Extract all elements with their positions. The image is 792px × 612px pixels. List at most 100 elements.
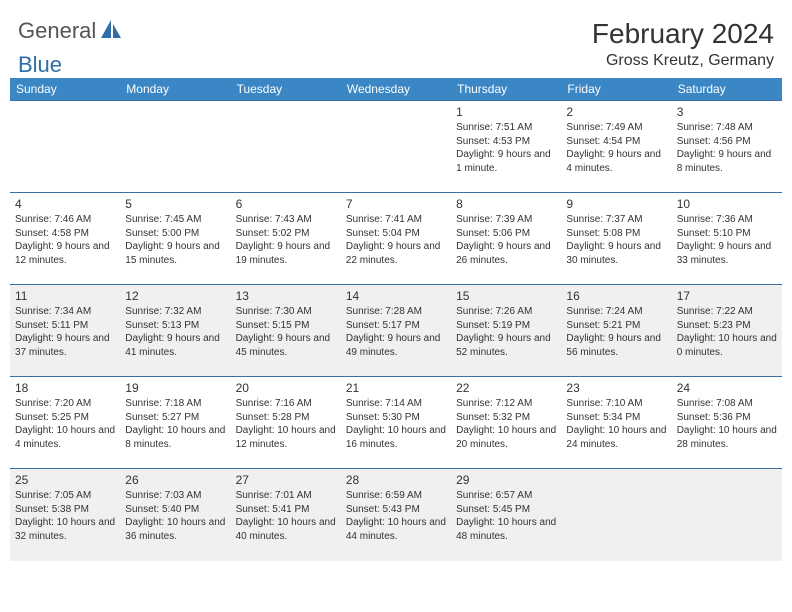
sunset-text: Sunset: 5:38 PM (15, 503, 115, 517)
sunset-text: Sunset: 5:43 PM (346, 503, 446, 517)
sunset-text: Sunset: 5:41 PM (236, 503, 336, 517)
calendar-cell: 10Sunrise: 7:36 AMSunset: 5:10 PMDayligh… (672, 193, 782, 285)
sunrise-text: Sunrise: 7:24 AM (566, 305, 666, 319)
sunset-text: Sunset: 5:13 PM (125, 319, 225, 333)
day-number: 17 (677, 288, 777, 304)
calendar-cell: 24Sunrise: 7:08 AMSunset: 5:36 PMDayligh… (672, 377, 782, 469)
month-title: February 2024 (592, 18, 774, 50)
calendar-cell: 5Sunrise: 7:45 AMSunset: 5:00 PMDaylight… (120, 193, 230, 285)
calendar-cell: 19Sunrise: 7:18 AMSunset: 5:27 PMDayligh… (120, 377, 230, 469)
daylight-text: Daylight: 10 hours and 32 minutes. (15, 516, 115, 543)
calendar-cell: 16Sunrise: 7:24 AMSunset: 5:21 PMDayligh… (561, 285, 671, 377)
sunrise-text: Sunrise: 7:03 AM (125, 489, 225, 503)
daylight-text: Daylight: 10 hours and 36 minutes. (125, 516, 225, 543)
sunrise-text: Sunrise: 7:16 AM (236, 397, 336, 411)
calendar-cell: 29Sunrise: 6:57 AMSunset: 5:45 PMDayligh… (451, 469, 561, 561)
calendar-row: 11Sunrise: 7:34 AMSunset: 5:11 PMDayligh… (10, 285, 782, 377)
daylight-text: Daylight: 9 hours and 33 minutes. (677, 240, 777, 267)
sunset-text: Sunset: 5:06 PM (456, 227, 556, 241)
sunrise-text: Sunrise: 7:20 AM (15, 397, 115, 411)
sunset-text: Sunset: 5:10 PM (677, 227, 777, 241)
daylight-text: Daylight: 9 hours and 1 minute. (456, 148, 556, 175)
logo-text-1: General (18, 18, 96, 44)
daylight-text: Daylight: 9 hours and 52 minutes. (456, 332, 556, 359)
sunset-text: Sunset: 4:54 PM (566, 135, 666, 149)
calendar-cell: 8Sunrise: 7:39 AMSunset: 5:06 PMDaylight… (451, 193, 561, 285)
day-header: Tuesday (231, 78, 341, 101)
sunrise-text: Sunrise: 7:28 AM (346, 305, 446, 319)
calendar-table: SundayMondayTuesdayWednesdayThursdayFrid… (10, 78, 782, 561)
day-number: 7 (346, 196, 446, 212)
sunset-text: Sunset: 5:08 PM (566, 227, 666, 241)
day-number: 3 (677, 104, 777, 120)
sunset-text: Sunset: 5:04 PM (346, 227, 446, 241)
sunset-text: Sunset: 5:19 PM (456, 319, 556, 333)
day-header: Sunday (10, 78, 120, 101)
sunrise-text: Sunrise: 7:18 AM (125, 397, 225, 411)
calendar-cell: 11Sunrise: 7:34 AMSunset: 5:11 PMDayligh… (10, 285, 120, 377)
sunrise-text: Sunrise: 7:45 AM (125, 213, 225, 227)
sunset-text: Sunset: 5:00 PM (125, 227, 225, 241)
sunrise-text: Sunrise: 7:36 AM (677, 213, 777, 227)
day-number: 14 (346, 288, 446, 304)
logo-text-2: Blue (18, 52, 62, 78)
daylight-text: Daylight: 9 hours and 41 minutes. (125, 332, 225, 359)
sunrise-text: Sunrise: 7:22 AM (677, 305, 777, 319)
day-number: 8 (456, 196, 556, 212)
day-number: 4 (15, 196, 115, 212)
calendar-cell (341, 101, 451, 193)
daylight-text: Daylight: 9 hours and 8 minutes. (677, 148, 777, 175)
sunset-text: Sunset: 5:27 PM (125, 411, 225, 425)
calendar-head: SundayMondayTuesdayWednesdayThursdayFrid… (10, 78, 782, 101)
calendar-cell: 6Sunrise: 7:43 AMSunset: 5:02 PMDaylight… (231, 193, 341, 285)
daylight-text: Daylight: 9 hours and 56 minutes. (566, 332, 666, 359)
daylight-text: Daylight: 9 hours and 15 minutes. (125, 240, 225, 267)
day-number: 10 (677, 196, 777, 212)
calendar-cell (672, 469, 782, 561)
sunrise-text: Sunrise: 7:12 AM (456, 397, 556, 411)
logo: General (18, 18, 125, 44)
daylight-text: Daylight: 10 hours and 16 minutes. (346, 424, 446, 451)
sunrise-text: Sunrise: 7:37 AM (566, 213, 666, 227)
calendar-row: 1Sunrise: 7:51 AMSunset: 4:53 PMDaylight… (10, 101, 782, 193)
sunset-text: Sunset: 5:28 PM (236, 411, 336, 425)
sunrise-text: Sunrise: 7:49 AM (566, 121, 666, 135)
sunrise-text: Sunrise: 7:43 AM (236, 213, 336, 227)
sunset-text: Sunset: 5:40 PM (125, 503, 225, 517)
sunrise-text: Sunrise: 7:14 AM (346, 397, 446, 411)
sunrise-text: Sunrise: 6:59 AM (346, 489, 446, 503)
daylight-text: Daylight: 9 hours and 30 minutes. (566, 240, 666, 267)
day-number: 9 (566, 196, 666, 212)
day-number: 16 (566, 288, 666, 304)
calendar-cell: 3Sunrise: 7:48 AMSunset: 4:56 PMDaylight… (672, 101, 782, 193)
calendar-cell: 1Sunrise: 7:51 AMSunset: 4:53 PMDaylight… (451, 101, 561, 193)
sunset-text: Sunset: 5:17 PM (346, 319, 446, 333)
calendar-cell: 27Sunrise: 7:01 AMSunset: 5:41 PMDayligh… (231, 469, 341, 561)
calendar-cell: 7Sunrise: 7:41 AMSunset: 5:04 PMDaylight… (341, 193, 451, 285)
calendar-cell (120, 101, 230, 193)
sunset-text: Sunset: 4:58 PM (15, 227, 115, 241)
calendar-cell: 18Sunrise: 7:20 AMSunset: 5:25 PMDayligh… (10, 377, 120, 469)
sunrise-text: Sunrise: 7:26 AM (456, 305, 556, 319)
daylight-text: Daylight: 10 hours and 44 minutes. (346, 516, 446, 543)
daylight-text: Daylight: 10 hours and 0 minutes. (677, 332, 777, 359)
day-header: Wednesday (341, 78, 451, 101)
daylight-text: Daylight: 9 hours and 45 minutes. (236, 332, 336, 359)
calendar-cell: 4Sunrise: 7:46 AMSunset: 4:58 PMDaylight… (10, 193, 120, 285)
calendar-cell: 2Sunrise: 7:49 AMSunset: 4:54 PMDaylight… (561, 101, 671, 193)
calendar-cell: 14Sunrise: 7:28 AMSunset: 5:17 PMDayligh… (341, 285, 451, 377)
sunrise-text: Sunrise: 7:48 AM (677, 121, 777, 135)
day-number: 6 (236, 196, 336, 212)
sunset-text: Sunset: 5:11 PM (15, 319, 115, 333)
daylight-text: Daylight: 10 hours and 20 minutes. (456, 424, 556, 451)
day-header: Monday (120, 78, 230, 101)
calendar-cell (231, 101, 341, 193)
day-header: Saturday (672, 78, 782, 101)
title-block: February 2024 Gross Kreutz, Germany (592, 18, 774, 70)
calendar-cell (561, 469, 671, 561)
sunrise-text: Sunrise: 7:32 AM (125, 305, 225, 319)
calendar-cell: 22Sunrise: 7:12 AMSunset: 5:32 PMDayligh… (451, 377, 561, 469)
daylight-text: Daylight: 10 hours and 28 minutes. (677, 424, 777, 451)
day-number: 11 (15, 288, 115, 304)
calendar-cell: 13Sunrise: 7:30 AMSunset: 5:15 PMDayligh… (231, 285, 341, 377)
